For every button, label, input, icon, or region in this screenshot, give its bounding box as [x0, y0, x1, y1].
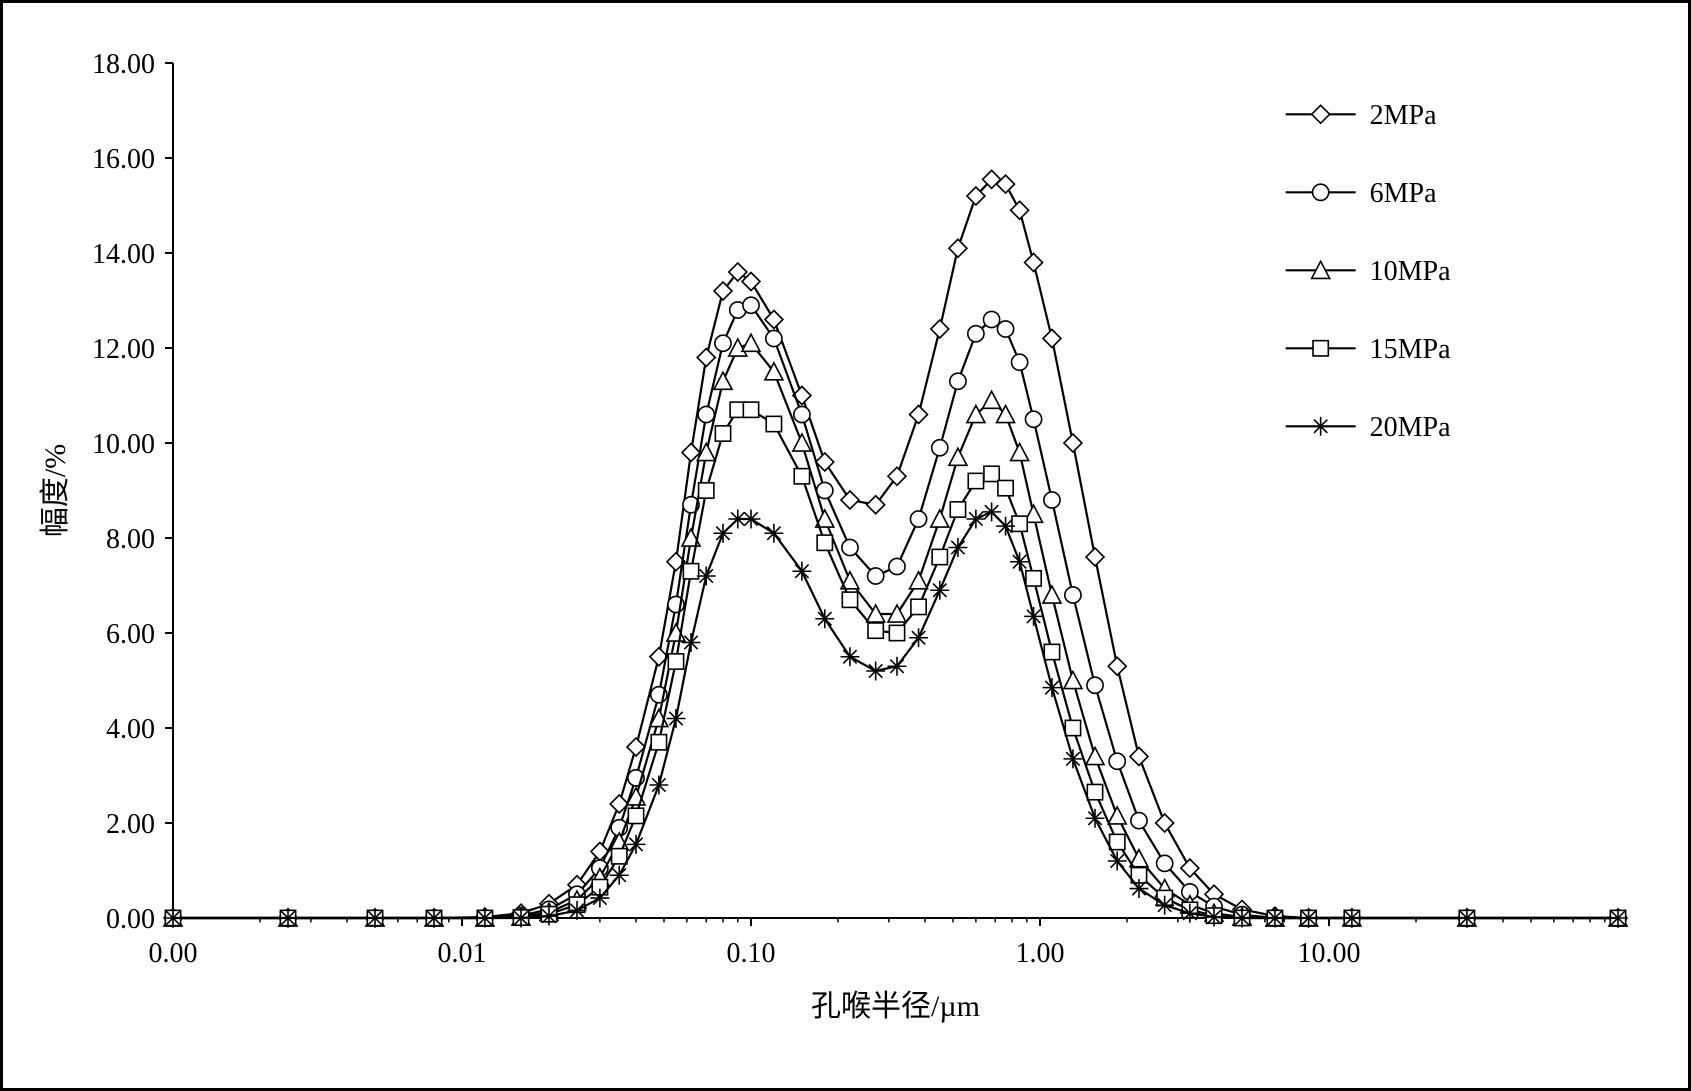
y-tick-label: 16.00: [92, 144, 155, 175]
y-tick-label: 6.00: [106, 619, 155, 650]
legend-label: 15MPa: [1370, 334, 1451, 365]
y-tick-label: 12.00: [92, 334, 155, 365]
y-tick-label: 14.00: [92, 239, 155, 270]
y-axis-label: 幅度/%: [39, 444, 72, 537]
x-tick-label: 10.00: [1298, 938, 1361, 969]
x-tick-label: 0.00: [149, 938, 198, 969]
y-tick-label: 8.00: [106, 524, 155, 555]
y-tick-label: 18.00: [92, 49, 155, 80]
legend: 2MPa 6MPa 10MPa 15MPa 20MPa: [1286, 100, 1451, 443]
legend-label: 20MPa: [1370, 412, 1451, 443]
x-tick-label: 1.00: [1016, 938, 1065, 969]
y-tick-label: 10.00: [92, 429, 155, 460]
pore-throat-chart: 0.00 2.00 4.00 6.00 8.00 10.00 12.00 14.00 16.00…: [13, 13, 1678, 1078]
y-tick-label: 0.00: [106, 904, 155, 935]
legend-label: 2MPa: [1370, 100, 1437, 131]
x-tick-label: 0.10: [727, 938, 776, 969]
x-tick-label: 0.01: [438, 938, 487, 969]
legend-label: 6MPa: [1370, 178, 1437, 209]
series-line: [173, 179, 1618, 918]
chart-frame: 0.00 2.00 4.00 6.00 8.00 10.00 12.00 14.00 16.00…: [0, 0, 1691, 1091]
y-tick-label: 4.00: [106, 714, 155, 745]
legend-label: 10MPa: [1370, 256, 1451, 287]
x-axis-label: 孔喉半径/µm: [811, 990, 980, 1023]
y-tick-label: 2.00: [106, 809, 155, 840]
